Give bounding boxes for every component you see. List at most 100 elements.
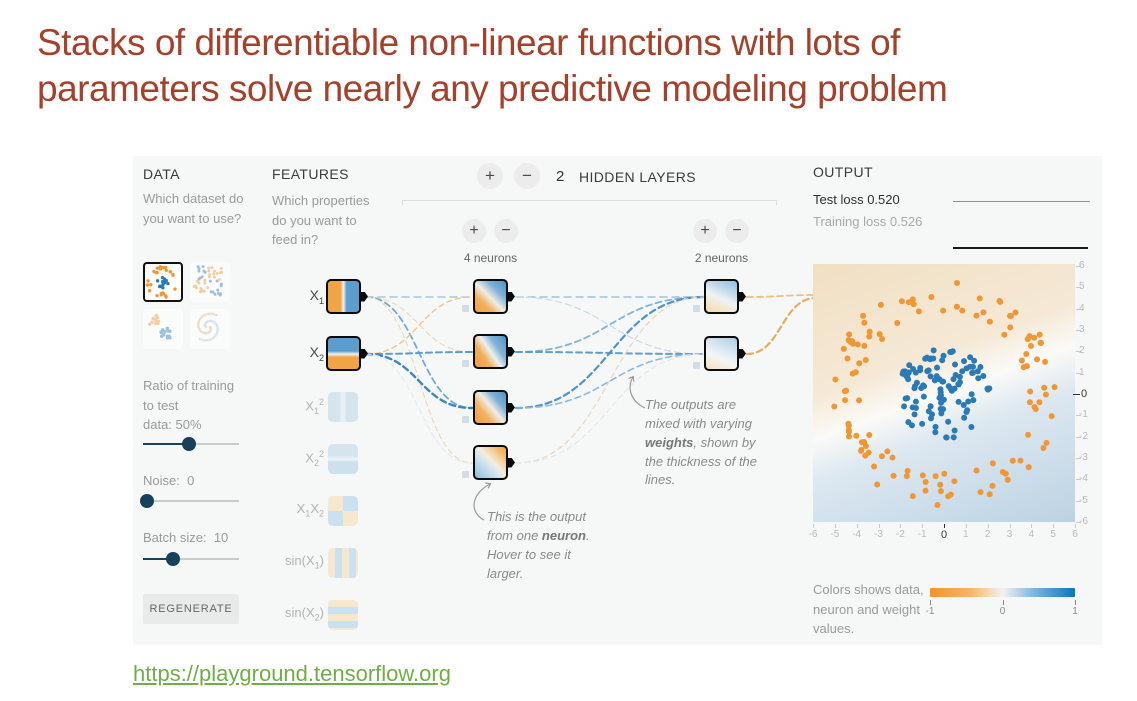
axis-tick <box>922 524 924 528</box>
data-point-blue <box>955 381 962 388</box>
data-point-orange <box>861 319 868 326</box>
data-point-blue <box>965 398 972 405</box>
data-point-orange <box>1027 388 1034 395</box>
y-axis-label: 0 <box>1081 388 1088 400</box>
hidden-layer-count: 2 <box>556 168 565 185</box>
remove-layer-button[interactable]: − <box>514 163 540 189</box>
layer2-remove-neuron-button[interactable]: − <box>725 219 749 243</box>
axis-tick <box>1076 351 1081 353</box>
noise-slider-knob[interactable] <box>139 494 154 508</box>
y-axis-label: -5 <box>1079 494 1088 506</box>
data-point-blue <box>904 395 911 402</box>
data-point-blue <box>927 403 934 410</box>
y-axis-label: 2 <box>1079 345 1085 357</box>
data-point-orange <box>1007 324 1014 331</box>
batch-size-slider[interactable] <box>143 552 239 566</box>
neuron-tile[interactable] <box>473 390 508 425</box>
feature-tile[interactable] <box>328 444 358 474</box>
layer1-neuron-count: 4 neurons <box>463 251 518 265</box>
data-point-blue <box>950 434 957 441</box>
data-point-blue <box>908 422 915 429</box>
axis-tick <box>1076 436 1081 438</box>
weight-line[interactable] <box>365 296 473 464</box>
axis-tick <box>1076 522 1081 523</box>
weight-line[interactable] <box>364 352 474 410</box>
data-point-blue <box>947 385 954 392</box>
data-point-orange <box>989 460 996 467</box>
colorbar-tick-label: 1 <box>1072 606 1078 617</box>
bias-square <box>693 305 700 312</box>
bias-square <box>462 471 469 478</box>
weight-line[interactable] <box>515 296 705 353</box>
data-point-blue <box>977 363 984 370</box>
colorbar-tick <box>1075 600 1076 605</box>
dataset-thumbnail-exclusive-or[interactable] <box>190 262 230 302</box>
y-axis-label: -4 <box>1079 473 1088 485</box>
ratio-slider[interactable] <box>143 437 239 451</box>
weight-line[interactable] <box>365 353 473 464</box>
neuron-tile[interactable] <box>473 279 508 314</box>
data-point-orange <box>973 312 980 319</box>
neuron-tile[interactable] <box>704 279 739 314</box>
feature-tile[interactable] <box>328 600 358 630</box>
data-point-blue <box>912 398 919 405</box>
feature-tile[interactable] <box>326 336 361 371</box>
data-point-blue <box>945 418 952 425</box>
colorbar-tick <box>1002 600 1004 605</box>
data-point-blue <box>955 398 962 405</box>
neuron-tile[interactable] <box>473 445 508 480</box>
dataset-thumbnail-gaussian[interactable] <box>143 309 183 349</box>
source-link[interactable]: https://playground.tensorflow.org <box>133 661 451 686</box>
feature-tile[interactable] <box>328 496 358 526</box>
data-point-orange <box>937 488 944 495</box>
dataset-thumbnail-spiral[interactable] <box>190 309 230 349</box>
weight-line[interactable] <box>515 296 705 355</box>
layer1-remove-neuron-button[interactable]: − <box>494 219 518 243</box>
feature-tile[interactable] <box>326 279 361 314</box>
data-point-orange <box>996 297 1003 304</box>
weight-line[interactable] <box>515 351 705 355</box>
batch-size-slider-knob[interactable] <box>165 552 180 566</box>
data-point-blue <box>968 391 975 398</box>
weight-line[interactable] <box>514 295 706 410</box>
x-axis-label: 1 <box>963 529 969 540</box>
data-point-blue <box>912 369 919 376</box>
x-axis-label: 5 <box>1050 529 1056 540</box>
data-point-blue <box>927 373 934 380</box>
x-axis-label: -4 <box>852 529 862 540</box>
feature-tile[interactable] <box>328 392 358 422</box>
regenerate-button[interactable]: REGENERATE <box>143 594 239 624</box>
feature-label: sin(X2) <box>285 605 324 623</box>
x-axis-label: 6 <box>1072 529 1078 540</box>
weight-line[interactable] <box>365 296 473 353</box>
weight-line[interactable] <box>365 296 473 409</box>
data-point-blue <box>938 410 945 417</box>
data-point-orange <box>932 473 939 480</box>
feature-tile[interactable] <box>328 548 358 578</box>
data-point-orange <box>903 473 910 480</box>
weight-line[interactable] <box>746 294 817 298</box>
add-layer-button[interactable]: + <box>477 163 503 189</box>
weight-line[interactable] <box>745 296 818 356</box>
layer2-add-neuron-button[interactable]: + <box>693 219 717 243</box>
data-point-orange <box>845 428 852 435</box>
data-point-orange <box>951 478 958 485</box>
feature-label: sin(X1) <box>285 553 324 571</box>
neuron-tile[interactable] <box>473 334 508 369</box>
data-point-blue <box>920 393 927 400</box>
weight-line[interactable] <box>365 296 473 355</box>
layer1-add-neuron-button[interactable]: + <box>462 219 486 243</box>
data-point-orange <box>976 295 983 302</box>
batch-size-label: Batch size: 10 <box>143 530 229 545</box>
weight-line[interactable] <box>365 351 473 355</box>
test-loss-curve <box>953 201 1090 202</box>
ratio-slider-knob[interactable] <box>182 437 197 451</box>
neuron-tile[interactable] <box>704 336 739 371</box>
data-point-orange <box>1036 331 1043 338</box>
data-point-orange <box>1020 364 1027 371</box>
noise-slider[interactable] <box>139 494 239 508</box>
data-point-blue <box>971 357 978 364</box>
dataset-thumbnail-circle[interactable] <box>143 262 183 302</box>
colorbar-caption: Colors shows data, neuron and weight val… <box>813 582 924 636</box>
test-loss: Test loss 0.520 <box>813 192 900 207</box>
